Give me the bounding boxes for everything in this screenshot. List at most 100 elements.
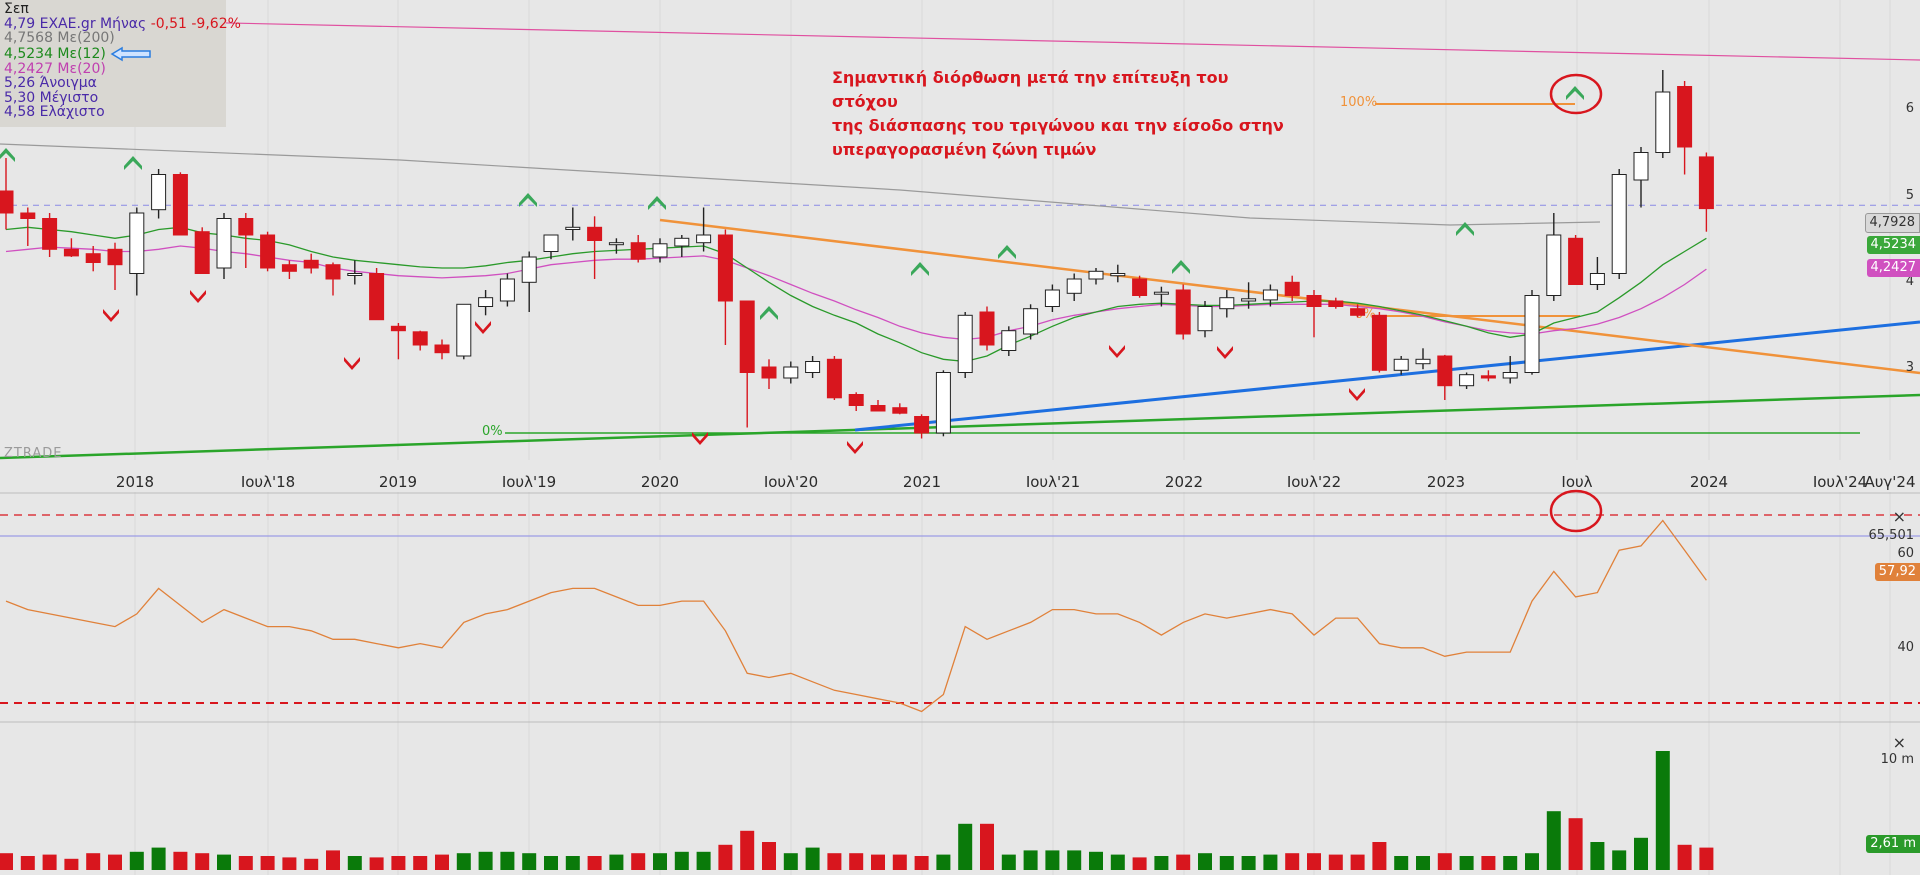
candle-down [848, 394, 864, 406]
volume-bar-down [195, 853, 210, 870]
rsi-pane [0, 489, 1920, 713]
buy-signal-icon [1566, 86, 1584, 100]
volume-bar-up [1001, 854, 1016, 870]
x-tick-label: 2020 [641, 473, 679, 491]
annotation-line-3: υπεραγορασμένη ζώνη τιμών [832, 140, 1097, 159]
ma200-value: 4,7568 Με(200) [4, 30, 115, 46]
volume-bar-up [1612, 850, 1627, 870]
x-tick-label: 2021 [903, 473, 941, 491]
volume-bar-up [1590, 842, 1605, 870]
volume-bar-up [805, 847, 820, 870]
candle [674, 235, 690, 257]
volume-bar-down [827, 853, 842, 870]
x-tick-label: 2024 [1690, 473, 1728, 491]
volume-bar-down [1437, 853, 1452, 870]
symbol-line: 4,79 ΕΧΑΕ.gr Μήνας -0,51 -9,62% [4, 16, 241, 32]
rsi-60-label: 60 [1897, 546, 1914, 561]
annotation-line-2: της διάσπασης του τριγώνου και την είσοδ… [832, 116, 1284, 135]
sell-signal-icon [847, 441, 863, 454]
candle-up [1524, 295, 1540, 373]
candle-down [717, 234, 733, 302]
rising-trendline [854, 320, 1920, 432]
candle-down [0, 190, 14, 214]
volume-bar-up [696, 851, 711, 870]
falling-trendline [659, 218, 1920, 375]
candle [652, 238, 668, 263]
volume-bar-up [1067, 850, 1082, 870]
volume-bar-down [1372, 842, 1387, 870]
volume-bar-up [1416, 856, 1430, 870]
candle [1633, 147, 1649, 208]
volume-bar-down [42, 854, 57, 870]
candle-up [1589, 273, 1605, 285]
candle-up [151, 174, 167, 211]
candle-down [1350, 308, 1366, 316]
ma200-line [0, 143, 1601, 226]
candle-up [1001, 330, 1017, 352]
right-axis-label: 4 [1905, 274, 1914, 289]
close-volume-pane-icon[interactable]: × [1892, 733, 1906, 752]
candle [1023, 304, 1039, 340]
volume-bar-down [631, 853, 646, 870]
candle [1393, 356, 1409, 375]
candle-up [1066, 278, 1082, 294]
candle-down [1306, 295, 1322, 307]
price-pane: 100%0%0% [0, 17, 1920, 460]
candle [456, 303, 472, 360]
candle [521, 251, 537, 312]
candle [1219, 290, 1235, 318]
candle [892, 403, 908, 415]
candle [565, 207, 581, 241]
candle [1328, 297, 1344, 309]
volume-bar-up [1263, 854, 1278, 870]
legend-panel: Σεπ 4,79 ΕΧΑΕ.gr Μήνας -0,51 -9,62% 4,75… [0, 0, 241, 127]
candle-up [456, 303, 472, 357]
volume-bar-up [129, 851, 144, 870]
sell-signal-icon [190, 290, 206, 303]
watermark: ZTRADE [4, 446, 63, 461]
candle [1546, 213, 1562, 301]
high-value: 5,30 Μέγιστο [4, 89, 99, 106]
candle-up [565, 226, 581, 231]
buy-signal-icon [911, 262, 929, 276]
candle-down [20, 212, 36, 219]
candle-up [1044, 289, 1060, 307]
candle-down [85, 253, 101, 263]
volume-bar-down [260, 856, 275, 870]
volume-bar-up [1241, 856, 1256, 870]
volume-bar-up [1045, 850, 1060, 870]
volume-bar-down [1481, 856, 1496, 870]
candle-up [1611, 174, 1627, 274]
x-axis: 2018 Ιουλ'18 2019 Ιουλ'19 2020 Ιουλ'20 2021 Ιου… [116, 473, 1916, 491]
volume-bar-up [936, 854, 951, 870]
sell-signal-icon [344, 357, 360, 370]
volume-bar-down [0, 853, 13, 870]
volume-bar-down [64, 858, 79, 870]
candle [194, 227, 210, 274]
ma20-price-tag: 4,2427 [1866, 259, 1920, 277]
volume-bar-down [892, 854, 907, 870]
volume-bar-up [1546, 811, 1561, 870]
candle-up [1459, 374, 1475, 387]
candle-up [1415, 358, 1431, 365]
candle [1132, 275, 1148, 298]
volume-bar-down [369, 857, 384, 870]
ma12-line [5, 226, 1707, 363]
candle-up [216, 218, 232, 269]
candle [1371, 312, 1387, 373]
volume-bar-up [1634, 837, 1648, 870]
candle [1262, 284, 1278, 307]
ma12-value: 4,5234 Με(12) [4, 45, 106, 62]
last-price-tag: 4,7928 [1864, 213, 1920, 233]
candle [20, 207, 36, 246]
candle-up [957, 314, 973, 373]
candle-down [761, 366, 777, 379]
volume-bar-up [1089, 851, 1103, 870]
x-tick-label: Αυγ'24 [1864, 473, 1915, 491]
candle-down [172, 174, 188, 236]
close-rsi-pane-icon[interactable]: × [1892, 507, 1906, 526]
candle-down [434, 344, 450, 354]
right-axis-label: 3 [1905, 360, 1914, 375]
